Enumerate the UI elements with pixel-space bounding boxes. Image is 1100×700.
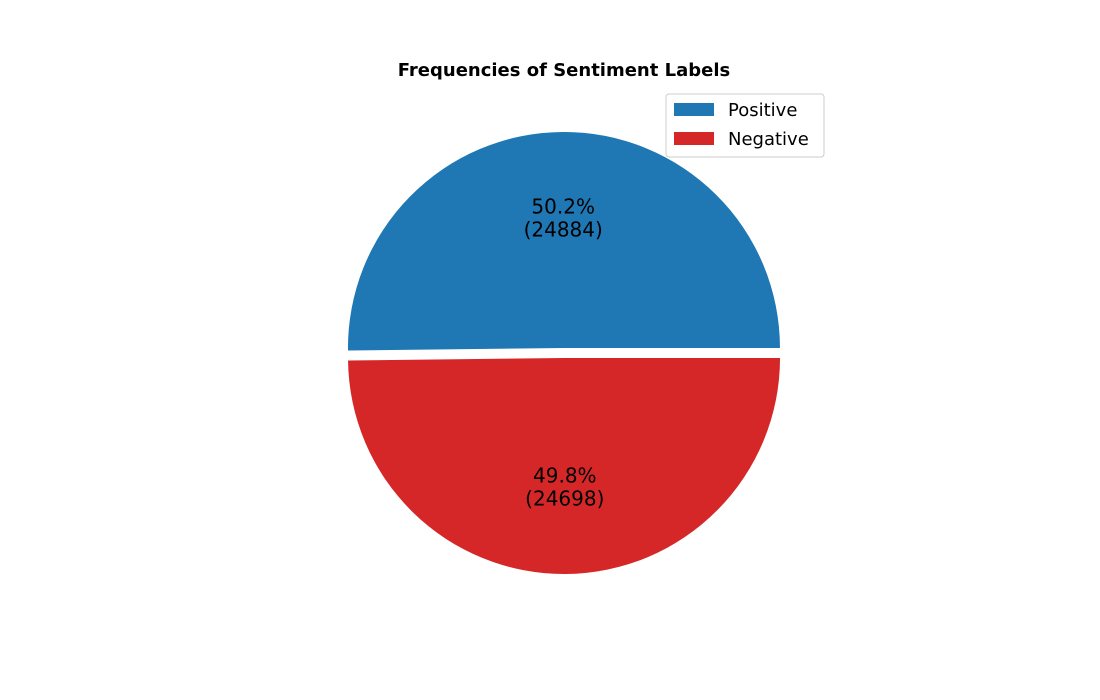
legend-swatch-positive [674,103,714,116]
slice-value-label-positive: 50.2% (24884) [524,194,603,241]
chart-title: Frequencies of Sentiment Labels [398,60,730,81]
pie-slices: 50.2% (24884) 49.8% (24698) [347,131,781,575]
legend-label-positive: Positive [728,100,797,121]
legend: Positive Negative [665,93,825,158]
slice-value-label-negative: 49.8% (24698) [525,464,604,511]
legend-label-negative: Negative [728,129,809,150]
legend-swatch-negative [674,132,714,145]
pie-slice-negative [348,357,781,575]
pie-slice-positive [347,131,780,351]
